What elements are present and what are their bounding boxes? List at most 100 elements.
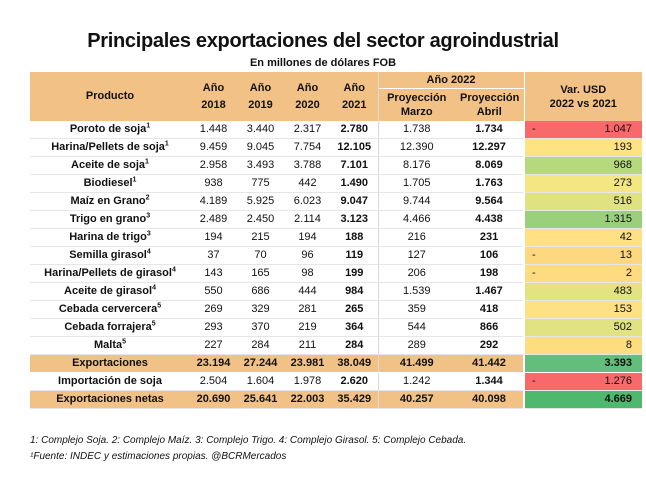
header-year-value: 2018 [201,98,226,111]
value-cell: 284 [331,336,379,355]
value-cell: 364 [331,318,379,337]
var-value: 193 [613,141,633,153]
negative-sign: - [532,249,536,261]
value-cell: 293 [190,318,237,337]
value-cell: 3.788 [284,156,331,175]
value-cell: 1.467 [455,282,525,301]
value-cell: 1.738 [378,121,455,139]
var-value: 1.315 [604,213,633,225]
value-cell: 2.450 [237,210,284,229]
footnote-complejos: 1: Complejo Soja. 2: Complejo Maíz. 3: C… [30,435,467,446]
value-cell: 9.744 [378,192,455,211]
table-row: Aceite de soja1 2.958 3.493 3.788 7.101 8.176… [30,156,643,175]
value-cell: 370 [237,318,284,337]
footnote-marker: 2 [145,194,150,202]
value-cell: 1.539 [378,282,455,301]
negative-sign: - [532,375,536,387]
var-value: 968 [613,159,633,171]
value-cell: 216 [378,228,455,247]
value-cell: 1.734 [455,121,525,139]
value-cell: 198 [455,264,525,283]
value-cell: 9.564 [455,192,525,211]
header-year-2019: Año 2019 [237,72,284,121]
footnote-marker: 1 [145,158,149,166]
var-cell: 968 [523,156,643,175]
header-var-line2: 2022 vs 2021 [549,97,617,110]
value-cell: 27.244 [237,354,284,373]
value-cell: 40.098 [455,390,525,409]
exportaciones-row: Exportaciones 23.194 27.244 23.981 38.049 41.… [30,354,643,373]
value-cell: 3.493 [237,156,284,175]
value-cell: 227 [190,336,237,355]
header-proj-abril-line2: Abril [476,106,502,118]
value-cell: 22.003 [284,390,331,409]
var-value: 8 [625,339,633,351]
value-cell: 35.429 [331,390,379,409]
value-cell: 1.978 [284,372,331,391]
value-cell: 143 [190,264,237,283]
value-cell: 3.123 [331,210,379,229]
var-value: 516 [613,195,633,207]
var-value: 3.393 [604,357,633,369]
var-value: 42 [619,231,633,243]
page-title: Principales exportaciones del sector agr… [87,30,559,52]
header-year-label: Año [249,81,272,94]
value-cell: 444 [284,282,331,301]
value-cell: 938 [190,174,237,193]
value-cell: 38.049 [331,354,379,373]
var-value: 4.669 [604,393,633,405]
value-cell: 866 [455,318,525,337]
var-cell: 516 [523,192,643,211]
var-value: 1.047 [604,123,633,135]
var-value: 153 [613,303,633,315]
header-proj-marzo-line1: Proyección [387,92,447,104]
value-cell: 41.499 [378,354,455,373]
value-cell: 2.489 [190,210,237,229]
value-cell: 20.690 [190,390,237,409]
header-year-2020: Año 2020 [284,72,331,121]
value-cell: 544 [378,318,455,337]
value-cell: 211 [284,336,331,355]
header-year-value: 2020 [295,98,320,111]
value-cell: 4.438 [455,210,525,229]
value-cell: 1.604 [237,372,284,391]
value-cell: 70 [237,246,284,265]
header-proj-abril: Proyección Abril [455,88,525,121]
header-year-label: Año [296,81,319,94]
value-cell: 12.105 [331,138,379,157]
value-cell: 281 [284,300,331,319]
product-name: Poroto de soja1 [30,121,190,139]
header-proj-marzo-line2: Marzo [400,106,433,118]
table-row: Malta5 227 284 211 284 289 292 8 [30,336,643,355]
footnote-marker: 5 [151,320,156,328]
value-cell: 2.114 [284,210,331,229]
value-cell: 2.958 [190,156,237,175]
header-var-line1: Var. USD [560,83,607,96]
value-cell: 9.047 [331,192,379,211]
var-value: 13 [619,249,633,261]
footnote-marker: 3 [146,230,151,238]
var-value: 483 [613,285,633,297]
var-cell: 273 [523,174,643,193]
footnote-marker: 4 [171,266,176,274]
value-cell: 37 [190,246,237,265]
importacion-row: Importación de soja 2.504 1.604 1.978 2.620 1… [30,372,643,391]
value-cell: 329 [237,300,284,319]
product-name: Aceite de soja1 [30,156,190,175]
value-cell: 292 [455,336,525,355]
footnote-marker: 4 [152,284,156,292]
var-value: 502 [613,321,633,333]
value-cell: 6.023 [284,192,331,211]
value-cell: 40.257 [378,390,455,409]
header-year-value: 2021 [342,98,367,111]
var-cell: - 13 [523,246,643,265]
table-row: Maíz en Grano2 4.189 5.925 6.023 9.047 9.744 9… [30,192,643,211]
table-row: Cebada forrajera5 293 370 219 364 544 866 502 [30,318,643,337]
var-cell: - 1.276 [523,372,643,391]
negative-sign: - [532,123,536,135]
var-cell: 483 [523,282,643,301]
header-producto: Producto [30,72,190,121]
var-cell: 193 [523,138,643,157]
value-cell: 686 [237,282,284,301]
value-cell: 1.763 [455,174,525,193]
